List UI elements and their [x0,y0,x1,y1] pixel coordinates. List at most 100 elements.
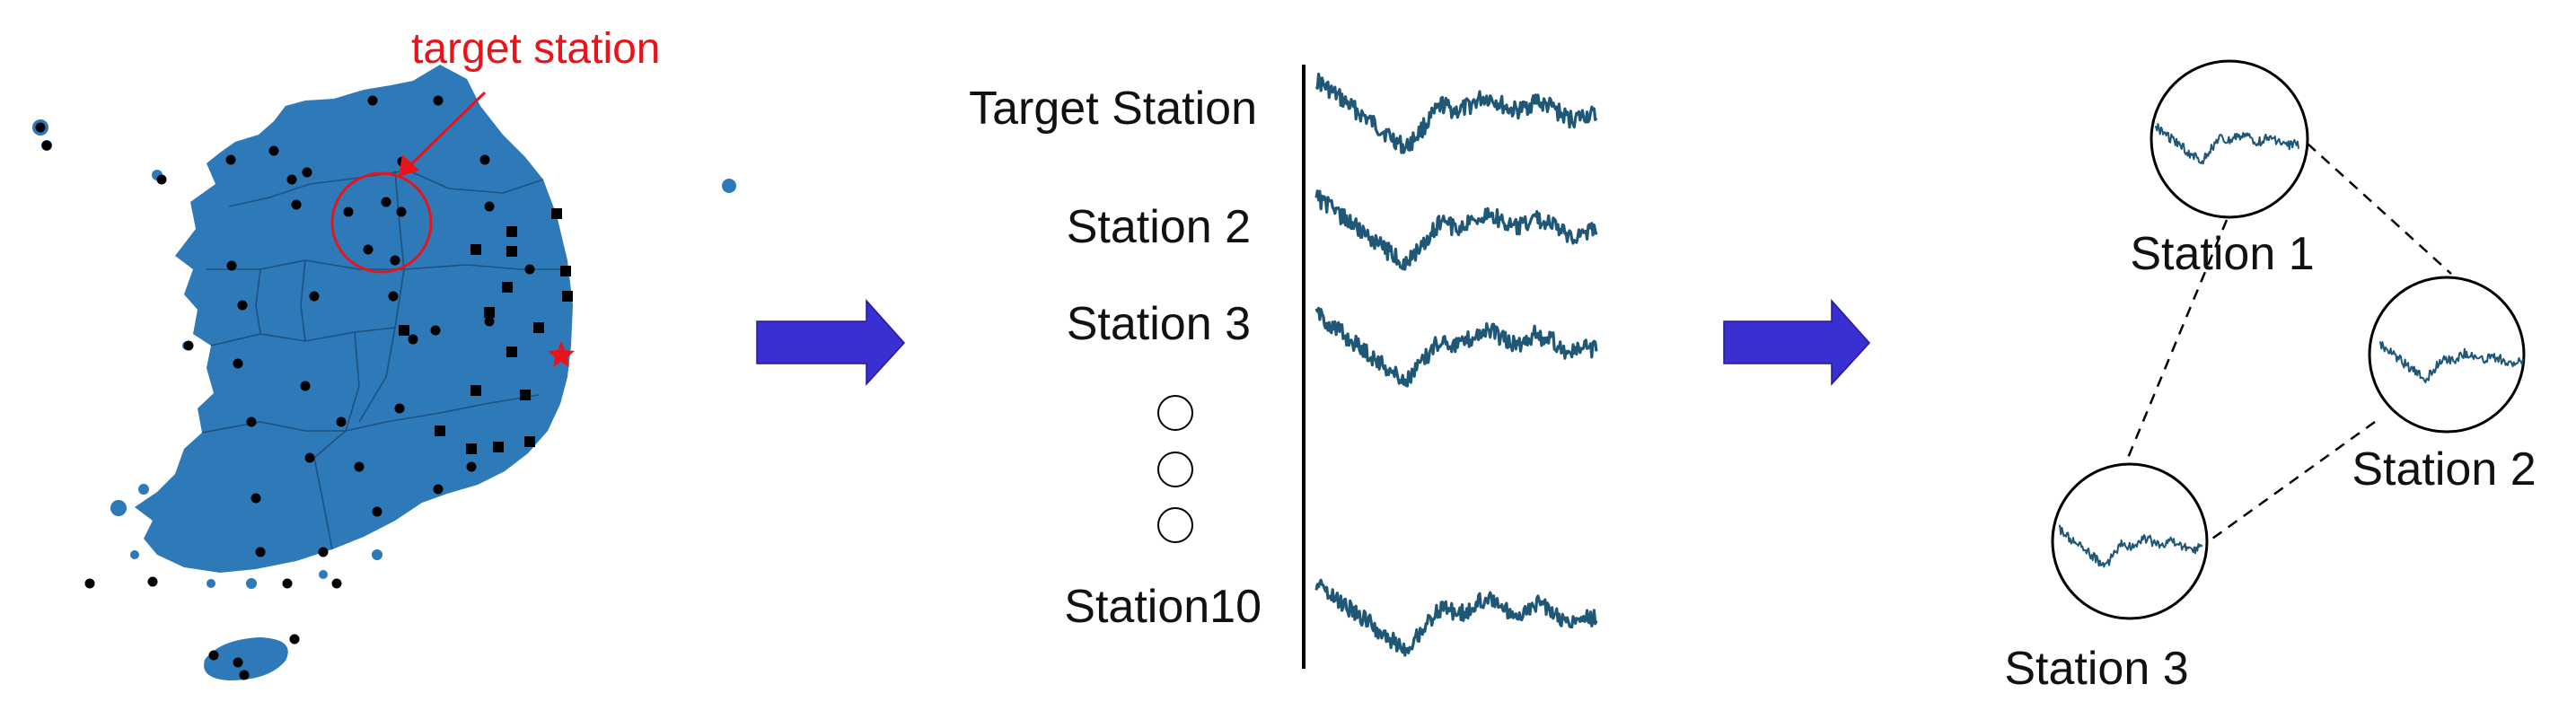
station-dot [282,578,293,589]
peninsula-landmass [135,65,573,573]
station-label-3: Station 3 [1067,298,1251,350]
station-dot [318,547,329,557]
station-dot [291,199,302,210]
station-dot [225,154,236,165]
node-label-station-1: Station 1 [2130,228,2314,280]
station-dot [286,174,297,185]
station-dot [466,461,477,472]
node-station-3 [2051,462,2209,620]
target-station-annotation: target station [411,25,661,73]
station-dot [354,461,365,472]
station-dot [390,255,400,266]
edge-station1-station3 [2126,219,2229,459]
flow-arrow-1 [756,299,906,386]
station-square [560,266,571,276]
station-dot [331,578,342,589]
station-dot [246,417,257,427]
station-series-line [1314,189,1598,271]
station-square [520,390,531,400]
station-series-panel: Target Station Station 2 Station 3 Stati… [969,65,1598,669]
station-square [502,282,513,293]
station-dot [233,358,243,369]
station-square [399,325,409,336]
station-square [506,226,517,237]
station-square [435,425,445,436]
station-label-target: Target Station [969,83,1257,135]
station-dot [183,340,194,351]
edge-station2-station3 [2199,420,2376,549]
station-dot [430,325,441,336]
station-dot [343,206,354,217]
station-series-line [1314,306,1598,388]
station-dot [251,493,261,504]
station-dot [84,578,95,589]
node-series-line [2059,524,2203,568]
station-dot [408,334,418,345]
station-dot [388,291,399,302]
station-dot [226,260,237,271]
station-dot [363,244,374,255]
station-dot [147,576,158,587]
station-dot [302,167,312,178]
station-dot [233,657,243,668]
station-dot [156,174,167,185]
graph-nodes [2051,59,2526,620]
station-square [506,246,517,257]
station-square [470,244,481,255]
station-dot [479,154,490,165]
flow-arrow-2 [1723,299,1871,386]
station-dot [304,452,315,463]
ellipsis-circles [1157,395,1193,543]
target-arrow-head [399,154,419,177]
station-dot [484,201,495,212]
station-square [562,291,573,302]
station-dot [268,145,279,156]
target-arrow-shaft [408,91,487,168]
map-panel: target station [32,25,736,680]
station-dot [309,291,320,302]
station-square [466,443,477,454]
station-label-2: Station 2 [1067,201,1251,253]
station-dot [524,264,535,275]
station-dot [336,417,347,427]
station-series-line [1314,72,1598,154]
station-square [524,436,535,447]
node-series-line [2154,123,2299,165]
station-dot [41,140,52,151]
station-square [470,385,481,396]
station-dot [289,634,300,645]
station-dot [208,650,219,661]
node-label-station-3: Station 3 [2004,643,2188,695]
target-circle [330,171,433,274]
station-squares [399,208,573,454]
station-dot [372,506,382,517]
station-dot [433,95,444,106]
station-dot [394,403,405,414]
station-dot [300,381,311,391]
target-star-icon [548,341,575,367]
time-series-group [1314,72,1598,657]
station-dot [255,547,266,557]
node-station-2 [2368,276,2526,434]
station-dot [35,122,46,133]
graph-edges [2126,143,2452,549]
node-series-group [2059,123,2524,568]
edge-station1-station2 [2307,143,2452,275]
station-square [533,322,544,333]
station-dot [239,670,250,680]
station-dot [381,197,391,207]
station-square [506,346,517,357]
station-label-10: Station10 [1064,581,1262,633]
graph-panel: Station 1 Station 2 Station 3 [2004,59,2536,695]
station-dot [484,316,495,327]
station-dot [433,484,444,495]
station-square [484,307,495,318]
jeju-island [204,637,288,680]
station-series-line [1314,578,1598,657]
node-label-station-2: Station 2 [2352,443,2536,496]
node-series-line [2378,341,2524,383]
station-dot [396,206,407,217]
station-dot [237,300,248,311]
station-square [551,208,562,219]
